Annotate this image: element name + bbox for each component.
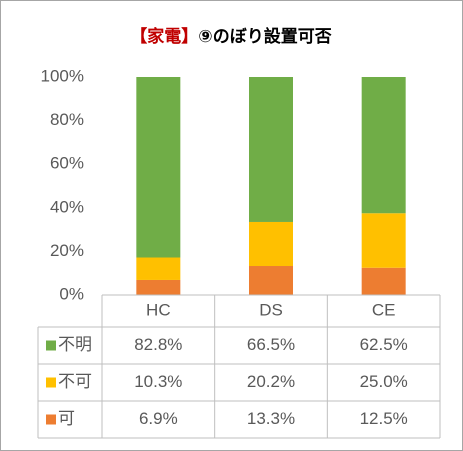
y-tick-label: 20% (50, 241, 84, 260)
x-tick-label: CE (372, 300, 396, 319)
data-label: 13.3% (247, 409, 295, 428)
bar-segment (361, 267, 406, 295)
bar-segment (249, 77, 293, 222)
legend-label: 不明 (58, 335, 92, 354)
legend-swatch (46, 377, 56, 388)
y-tick-label: 0% (59, 284, 84, 303)
data-label: 62.5% (360, 335, 408, 354)
bar-segment (249, 221, 293, 267)
data-label: 25.0% (360, 372, 408, 391)
y-tick-label: 40% (50, 197, 84, 216)
x-tick-label: HC (146, 300, 171, 319)
title-prefix: 【家電】 (130, 26, 198, 46)
data-label: 66.5% (247, 335, 295, 354)
data-label: 20.2% (247, 372, 295, 391)
legend-swatch (46, 414, 56, 425)
chart-title: 【家電】⑨のぼり設置可否 (130, 26, 331, 46)
data-label: 10.3% (134, 372, 182, 391)
data-label: 12.5% (360, 409, 408, 428)
bar-segment (136, 77, 181, 258)
bar-segment (136, 279, 181, 295)
bar-segment (361, 213, 406, 268)
title-main: ⑨のぼり設置可否 (198, 26, 331, 46)
data-label: 6.9% (139, 409, 178, 428)
legend-label: 不可 (58, 372, 92, 391)
legend-swatch (46, 340, 56, 351)
y-tick-label: 80% (50, 110, 84, 129)
y-tick-label: 100% (41, 66, 84, 85)
data-label: 82.8% (134, 335, 182, 354)
bar-segment (249, 266, 293, 295)
y-tick-label: 60% (50, 154, 84, 173)
x-tick-label: DS (259, 300, 283, 319)
bar-segment (136, 257, 181, 280)
legend-label: 可 (58, 409, 75, 428)
bar-segment (361, 77, 406, 214)
